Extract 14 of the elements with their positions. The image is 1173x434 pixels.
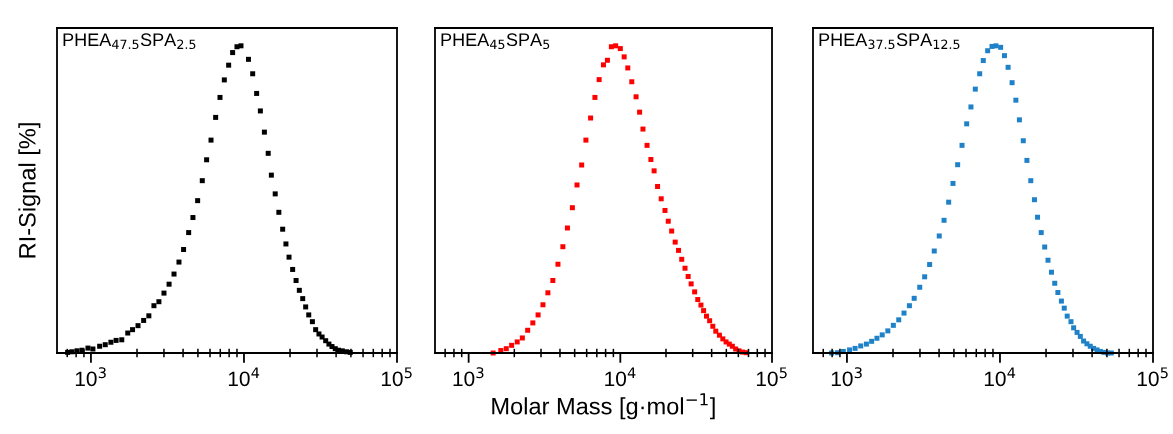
x-tick-label: 10$^{4}$	[984, 367, 1016, 387]
x-tick-label: 10$^{3}$	[75, 367, 106, 387]
x-tick-label: 10$^{3}$	[831, 367, 862, 387]
x-tick-label: 10$^{4}$	[228, 367, 260, 387]
x-tick-label: 10$^{3}$	[453, 367, 484, 387]
x-axis-title: Molar Mass [g·mol$^{−1}$]	[492, 393, 715, 420]
chart-title: PHEA$_{37.5}$SPA$_{12.5}$	[819, 33, 960, 50]
chart-title: PHEA$_{47.5}$SPA$_{2.5}$	[63, 33, 196, 50]
y-axis-title: RI-Signal [%]	[18, 123, 41, 258]
chart-title: PHEA$_{45}$SPA$_{5}$	[441, 33, 550, 50]
x-tick-label: 10$^{5}$	[756, 367, 787, 387]
x-tick-label: 10$^{5}$	[1137, 367, 1168, 387]
x-tick-label: 10$^{4}$	[605, 367, 636, 387]
x-tick-label: 10$^{5}$	[381, 367, 412, 387]
